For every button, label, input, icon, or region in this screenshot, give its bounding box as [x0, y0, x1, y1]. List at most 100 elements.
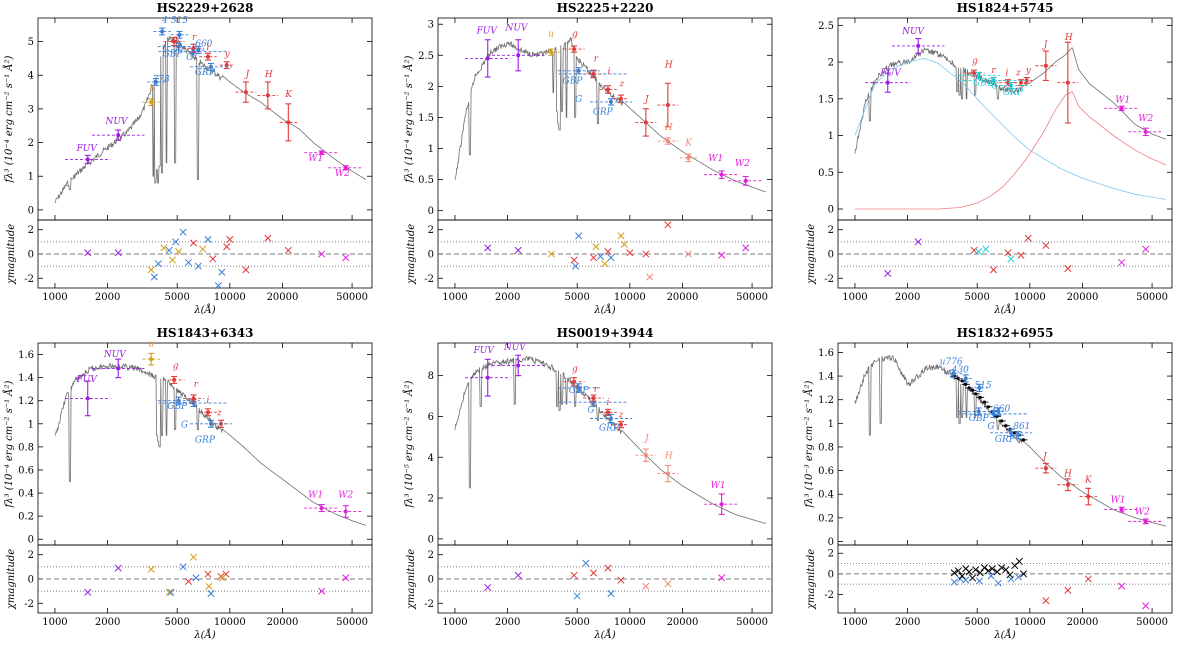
- filter-label: 4: [161, 16, 168, 26]
- photometry-point: [1065, 80, 1070, 85]
- photometry-point: [991, 78, 996, 83]
- photometry-point: [991, 411, 996, 416]
- photometry-point: [172, 39, 177, 44]
- photometry-point: [951, 371, 956, 376]
- residual-marker: [884, 269, 892, 277]
- x-axis-label: λ(Å): [593, 304, 615, 316]
- x-tick-label: 1000: [442, 617, 467, 628]
- x-tick-label: 20000: [267, 617, 299, 628]
- residual-marker: [175, 248, 183, 256]
- photometry-point: [608, 99, 613, 104]
- filter-label: J: [244, 70, 251, 80]
- filter-label: 515: [974, 381, 991, 391]
- photometry-point: [978, 395, 982, 399]
- photometry-point: [176, 44, 181, 49]
- filter-label: FUV: [879, 68, 902, 78]
- filter-label: G: [186, 53, 193, 63]
- resid-y-tick-label: 0: [28, 250, 34, 261]
- x-tick-label: 5000: [164, 617, 189, 628]
- model-spectrum-line: [54, 362, 367, 526]
- residual-marker: [514, 246, 522, 254]
- x-axis-label: λ(Å): [193, 304, 215, 316]
- x-tick-label: 50000: [736, 292, 768, 303]
- photometry-point: [572, 47, 577, 52]
- photometry-point: [485, 375, 490, 380]
- photometry-point: [967, 386, 971, 390]
- x-axis-label: λ(Å): [993, 304, 1015, 316]
- filter-label: W2: [338, 491, 353, 501]
- residual-marker: [1042, 241, 1050, 250]
- x-tick-label: 20000: [667, 292, 699, 303]
- y-tick-label: 1: [828, 131, 834, 142]
- residual-marker: [954, 567, 962, 575]
- filter-label: GBP: [163, 50, 184, 60]
- resid-y-tick-label: 0: [428, 575, 434, 586]
- residual-marker: [284, 246, 292, 254]
- x-tick-label: 1000: [42, 617, 67, 628]
- photometry-point: [977, 385, 982, 390]
- filter-label: GBP: [569, 386, 590, 396]
- y-tick-label: 3: [428, 20, 434, 31]
- panel-hs1824: HS1824+5745 0 0.5 1 1.5 2 2.5 -2 0 2 1000 2000 5000 1…: [806, 1, 1173, 316]
- residual-marker: [642, 582, 650, 590]
- panel-hs1832: HS1832+695500.20.40.60.811.21.41.6-20210…: [803, 326, 1173, 641]
- residual-marker: [184, 577, 193, 585]
- residual-marker: [147, 565, 155, 573]
- filter-label: NUV: [901, 27, 925, 37]
- y-tick-label: 4: [428, 453, 434, 464]
- x-tick-label: 2000: [495, 292, 520, 303]
- residual-marker: [209, 255, 217, 263]
- panel-title: HS1824+5745: [957, 1, 1054, 15]
- resid-y-tick-label: 0: [828, 569, 834, 580]
- y-tick-label: 0.4: [818, 490, 834, 501]
- residual-marker: [972, 566, 980, 574]
- photometry-point: [982, 400, 987, 404]
- y-tick-label: 6: [428, 412, 434, 423]
- filter-label: H: [664, 451, 673, 461]
- residual-marker: [1118, 258, 1126, 267]
- photometry-point: [160, 29, 165, 34]
- filter-label: r: [194, 380, 199, 390]
- filter-label: NUV: [103, 350, 127, 360]
- resid-axis-label: χmagnitude: [6, 224, 17, 285]
- y-tick-label: 1.6: [818, 348, 834, 359]
- photometry-point: [618, 96, 623, 101]
- photometry-point: [964, 382, 968, 386]
- filter-label: K: [684, 138, 693, 148]
- photometry-point: [665, 103, 670, 108]
- filter-label: W1: [708, 154, 723, 164]
- residual-marker: [1142, 602, 1150, 610]
- y-tick-label: 2: [828, 58, 834, 69]
- y-tick-label: 1.4: [18, 373, 34, 384]
- y-tick-label: 1.6: [18, 350, 34, 361]
- residual-marker: [342, 254, 350, 262]
- photometry-point: [485, 56, 490, 61]
- photometry-point: [1018, 80, 1023, 85]
- filter-label: i: [608, 67, 611, 77]
- residual-marker: [318, 250, 326, 258]
- residual-marker: [970, 246, 978, 254]
- filter-label: g: [572, 365, 578, 375]
- residual-marker: [646, 273, 654, 281]
- residual-marker: [1064, 265, 1072, 273]
- residual-marker: [172, 238, 180, 246]
- residual-marker: [664, 221, 672, 229]
- residual-marker: [204, 235, 212, 243]
- residual-marker: [179, 563, 187, 571]
- x-tick-label: 2000: [895, 617, 920, 628]
- residual-marker: [620, 240, 628, 248]
- photometry-point: [1000, 419, 1004, 423]
- residual-marker: [958, 572, 966, 580]
- x-tick-label: 2000: [495, 617, 520, 628]
- photometry-point: [85, 396, 90, 401]
- residual-marker: [194, 262, 202, 270]
- y-tick-label: 2.5: [418, 51, 434, 62]
- photometry-point: [172, 377, 177, 382]
- resid-y-tick-label: 0: [28, 575, 34, 586]
- resid-y-tick-label: 2: [828, 549, 834, 560]
- photometry-point: [605, 87, 610, 92]
- photometry-point: [208, 421, 213, 426]
- filter-label: g: [972, 57, 978, 67]
- photometry-point: [153, 79, 158, 84]
- filter-label: i: [1006, 68, 1009, 78]
